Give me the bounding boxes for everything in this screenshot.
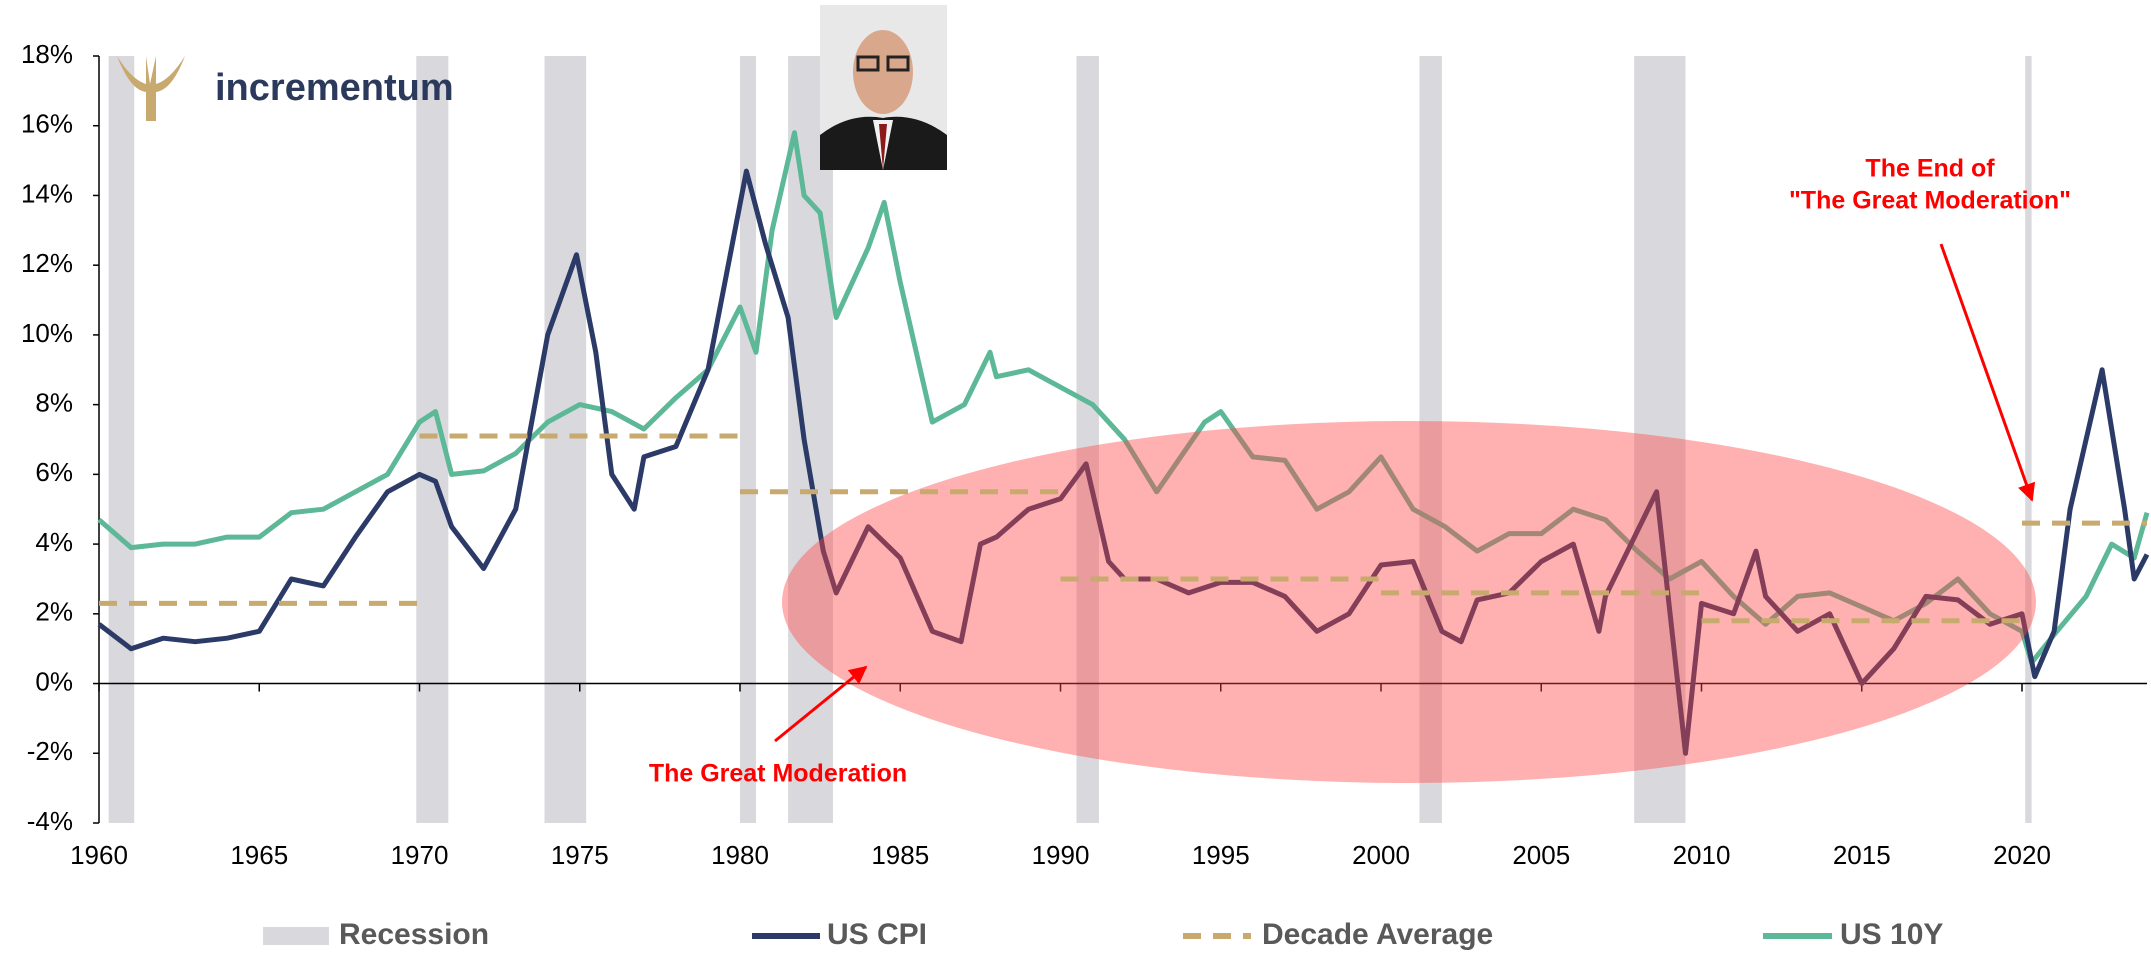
page: {"chart_data": { "type": "line", "logo":… — [0, 0, 2151, 959]
legend-label: Recession — [339, 918, 489, 951]
recession-band — [109, 56, 135, 823]
x-tick-label: 1965 — [230, 840, 288, 870]
y-tick-label: 8% — [35, 388, 73, 418]
recession-band — [544, 56, 586, 823]
x-tick-label: 1960 — [70, 840, 128, 870]
x-tick-label: 2000 — [1352, 840, 1410, 870]
x-tick-label: 2005 — [1512, 840, 1570, 870]
y-tick-label: 4% — [35, 527, 73, 557]
y-tick-label: -4% — [27, 806, 73, 836]
x-tick-label: 1970 — [391, 840, 449, 870]
portrait — [820, 5, 947, 170]
annotation: The End of — [1865, 155, 1995, 183]
annotation-arrow — [1941, 244, 2032, 500]
recession-band — [788, 56, 833, 823]
y-tick-label: 0% — [35, 666, 73, 696]
x-tick-label: 2015 — [1833, 840, 1891, 870]
y-tick-label: 14% — [21, 178, 73, 208]
y-tick-label: 2% — [35, 597, 73, 627]
legend-label: Decade Average — [1262, 918, 1493, 951]
x-tick-label: 1980 — [711, 840, 769, 870]
x-tick-label: 2010 — [1673, 840, 1731, 870]
annotation: The Great Moderation — [649, 760, 907, 788]
x-tick-label: 2020 — [1993, 840, 2051, 870]
x-tick-label: 1995 — [1192, 840, 1250, 870]
y-tick-label: 12% — [21, 248, 73, 278]
y-tick-label: -2% — [27, 736, 73, 766]
logo: incrementum — [117, 56, 454, 121]
x-tick-label: 1990 — [1032, 840, 1090, 870]
y-tick-label: 16% — [21, 109, 73, 139]
y-tick-label: 18% — [21, 39, 73, 69]
annotation: "The Great Moderation" — [1789, 187, 2071, 215]
y-tick-label: 6% — [35, 457, 73, 487]
y-tick-label: 10% — [21, 318, 73, 348]
recession-band — [2025, 56, 2031, 823]
legend-label: US 10Y — [1840, 918, 1943, 951]
logo-text: incrementum — [215, 67, 454, 109]
x-tick-label: 1975 — [551, 840, 609, 870]
chart: -4% -2% 0% 2% 4% 6% 8% 10% 12% 14% 16% 18% 1960 1965 1… — [0, 0, 2151, 959]
legend-swatch — [263, 927, 329, 945]
legend-label: US CPI — [827, 918, 927, 951]
moderation-ellipse — [782, 421, 2036, 783]
x-tick-label: 1985 — [871, 840, 929, 870]
